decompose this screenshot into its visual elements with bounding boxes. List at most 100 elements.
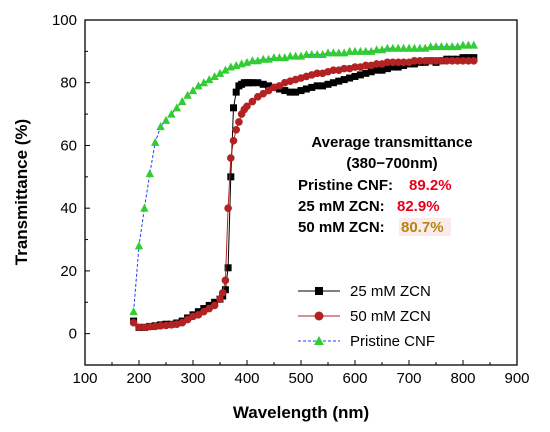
data-point — [351, 63, 359, 71]
x-tick-label: 800 — [450, 370, 475, 387]
data-point — [356, 46, 365, 55]
data-point — [350, 46, 360, 55]
data-point — [458, 40, 468, 49]
x-axis-title: Wavelength (nm) — [233, 403, 369, 422]
legend-label-50mm: 50 mM ZCN — [350, 308, 431, 325]
series-pristine-cnf — [129, 40, 478, 316]
data-point — [129, 318, 138, 327]
data-point — [410, 56, 419, 65]
data-point — [426, 42, 435, 51]
data-point — [292, 88, 300, 96]
data-point — [329, 66, 338, 74]
data-point — [221, 65, 230, 74]
data-point — [156, 122, 165, 131]
data-point — [383, 65, 391, 73]
data-point — [351, 72, 359, 80]
data-point — [448, 56, 457, 65]
data-point — [167, 109, 176, 118]
data-point — [448, 42, 457, 51]
data-point — [372, 60, 381, 68]
x-tick-label: 400 — [234, 370, 259, 387]
data-point — [319, 82, 327, 90]
data-point — [248, 97, 257, 106]
annotation-label-25mm: 25 mM ZCN: — [298, 198, 385, 215]
x-tick-label: 200 — [126, 370, 151, 387]
data-point — [243, 102, 251, 111]
data-point — [259, 54, 268, 63]
data-point — [453, 56, 462, 65]
annotation-label-50mm: 50 mM ZCN: — [298, 219, 385, 236]
y-tick-label: 60 — [60, 137, 77, 154]
data-point — [161, 115, 171, 124]
data-point — [372, 45, 381, 54]
data-point — [324, 80, 332, 88]
data-point — [340, 64, 349, 73]
data-point — [437, 42, 446, 51]
plot-area — [129, 40, 478, 332]
x-tick-label: 600 — [342, 370, 367, 387]
data-point — [334, 48, 343, 57]
data-point — [394, 43, 403, 52]
data-point — [172, 103, 181, 112]
data-point — [145, 169, 154, 178]
data-point — [329, 48, 338, 57]
data-point — [286, 88, 294, 96]
data-point — [291, 51, 300, 60]
data-point — [329, 79, 337, 87]
data-point — [464, 40, 473, 49]
data-point — [399, 58, 408, 67]
data-point — [218, 289, 227, 297]
legend: 25 mM ZCN 50 mM ZCN Pristine CNF — [298, 283, 435, 350]
data-point — [345, 46, 354, 55]
data-point — [323, 48, 333, 57]
data-point — [432, 56, 440, 65]
data-point — [183, 90, 192, 99]
annotation-label-pristine: Pristine CNF: — [298, 177, 393, 194]
data-point — [464, 56, 473, 65]
data-point — [235, 118, 243, 126]
data-point — [205, 75, 214, 84]
data-point — [156, 321, 165, 330]
data-point — [410, 43, 419, 52]
x-tick-label: 300 — [180, 370, 205, 387]
data-point — [335, 77, 343, 85]
data-point — [346, 74, 354, 82]
data-point — [259, 80, 267, 88]
annotation-value-25mm: 82.9% — [397, 198, 440, 215]
data-point — [421, 56, 430, 65]
data-point — [416, 56, 424, 65]
data-point — [151, 137, 160, 146]
data-point — [459, 56, 467, 65]
data-point — [140, 203, 149, 212]
legend-label-25mm: 25 mM ZCN — [350, 283, 431, 300]
data-point — [442, 42, 451, 51]
data-point — [426, 56, 435, 65]
data-point — [135, 323, 143, 332]
x-tick-label: 700 — [396, 370, 421, 387]
annotation-box: Average transmittance (380−700nm) Pristi… — [298, 134, 473, 236]
data-point — [227, 154, 235, 162]
data-point — [215, 68, 225, 77]
data-point — [297, 87, 305, 95]
legend-marker-50mm — [314, 311, 324, 321]
data-point — [307, 50, 316, 58]
data-point — [437, 56, 446, 65]
data-point — [383, 58, 392, 67]
data-point — [383, 43, 392, 52]
data-point — [367, 68, 375, 76]
annotation-value-pristine: 89.2% — [409, 177, 452, 194]
data-point — [230, 104, 237, 112]
data-point — [254, 79, 262, 87]
data-point — [232, 88, 240, 96]
data-point — [224, 264, 232, 272]
legend-label-pristine: Pristine CNF — [350, 333, 435, 350]
series-50-mm-zcn — [129, 56, 478, 332]
data-point — [394, 58, 403, 67]
data-point — [313, 82, 321, 90]
data-point — [431, 42, 441, 51]
data-point — [265, 82, 273, 90]
data-point — [178, 97, 187, 106]
data-point — [286, 51, 295, 60]
data-point — [210, 71, 219, 80]
